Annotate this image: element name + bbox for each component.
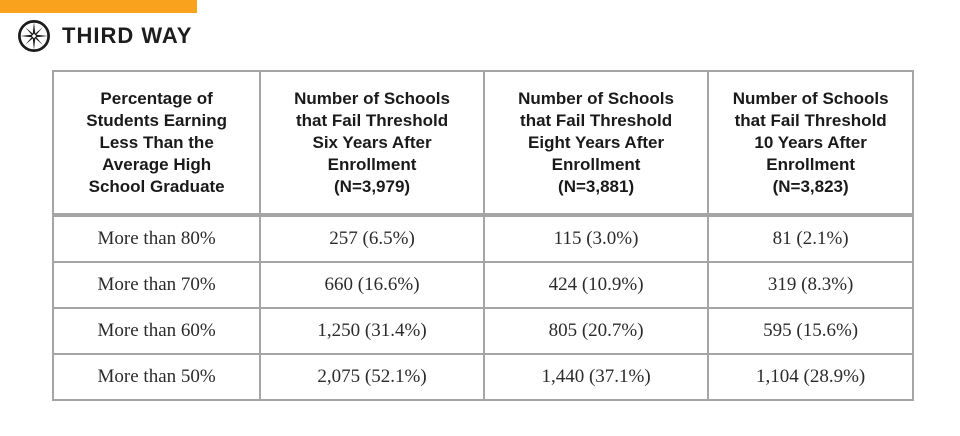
brand-header: THIRD WAY	[17, 19, 192, 53]
cell-ten-years: 81 (2.1%)	[707, 214, 914, 263]
header-cell-row-labels: Percentage of Students Earning Less Than…	[51, 70, 262, 217]
compass-star-icon	[17, 19, 51, 53]
header-cell-six-years: Number of Schools that Fail Threshold Si…	[259, 70, 485, 217]
table-row: More than 60% 1,250 (31.4%) 805 (20.7%) …	[51, 307, 914, 355]
cell-ten-years: 1,104 (28.9%)	[707, 353, 914, 401]
row-label: More than 70%	[51, 261, 262, 309]
row-label: More than 50%	[51, 353, 262, 401]
table-row: More than 80% 257 (6.5%) 115 (3.0%) 81 (…	[51, 214, 914, 263]
cell-eight-years: 424 (10.9%)	[482, 261, 710, 309]
header-cell-eight-years: Number of Schools that Fail Threshold Ei…	[482, 70, 710, 217]
row-label: More than 60%	[51, 307, 262, 355]
fail-threshold-table: Percentage of Students Earning Less Than…	[51, 70, 914, 401]
header-cell-ten-years: Number of Schools that Fail Threshold 10…	[707, 70, 914, 217]
cell-six-years: 2,075 (52.1%)	[259, 353, 485, 401]
cell-six-years: 660 (16.6%)	[259, 261, 485, 309]
cell-ten-years: 319 (8.3%)	[707, 261, 914, 309]
accent-bar	[0, 0, 197, 13]
table-header-row: Percentage of Students Earning Less Than…	[51, 70, 914, 217]
cell-eight-years: 805 (20.7%)	[482, 307, 710, 355]
cell-six-years: 1,250 (31.4%)	[259, 307, 485, 355]
row-label: More than 80%	[51, 214, 262, 263]
cell-six-years: 257 (6.5%)	[259, 214, 485, 263]
cell-ten-years: 595 (15.6%)	[707, 307, 914, 355]
table-row: More than 70% 660 (16.6%) 424 (10.9%) 31…	[51, 261, 914, 309]
cell-eight-years: 1,440 (37.1%)	[482, 353, 710, 401]
cell-eight-years: 115 (3.0%)	[482, 214, 710, 263]
brand-name: THIRD WAY	[62, 23, 193, 48]
table-row: More than 50% 2,075 (52.1%) 1,440 (37.1%…	[51, 353, 914, 401]
